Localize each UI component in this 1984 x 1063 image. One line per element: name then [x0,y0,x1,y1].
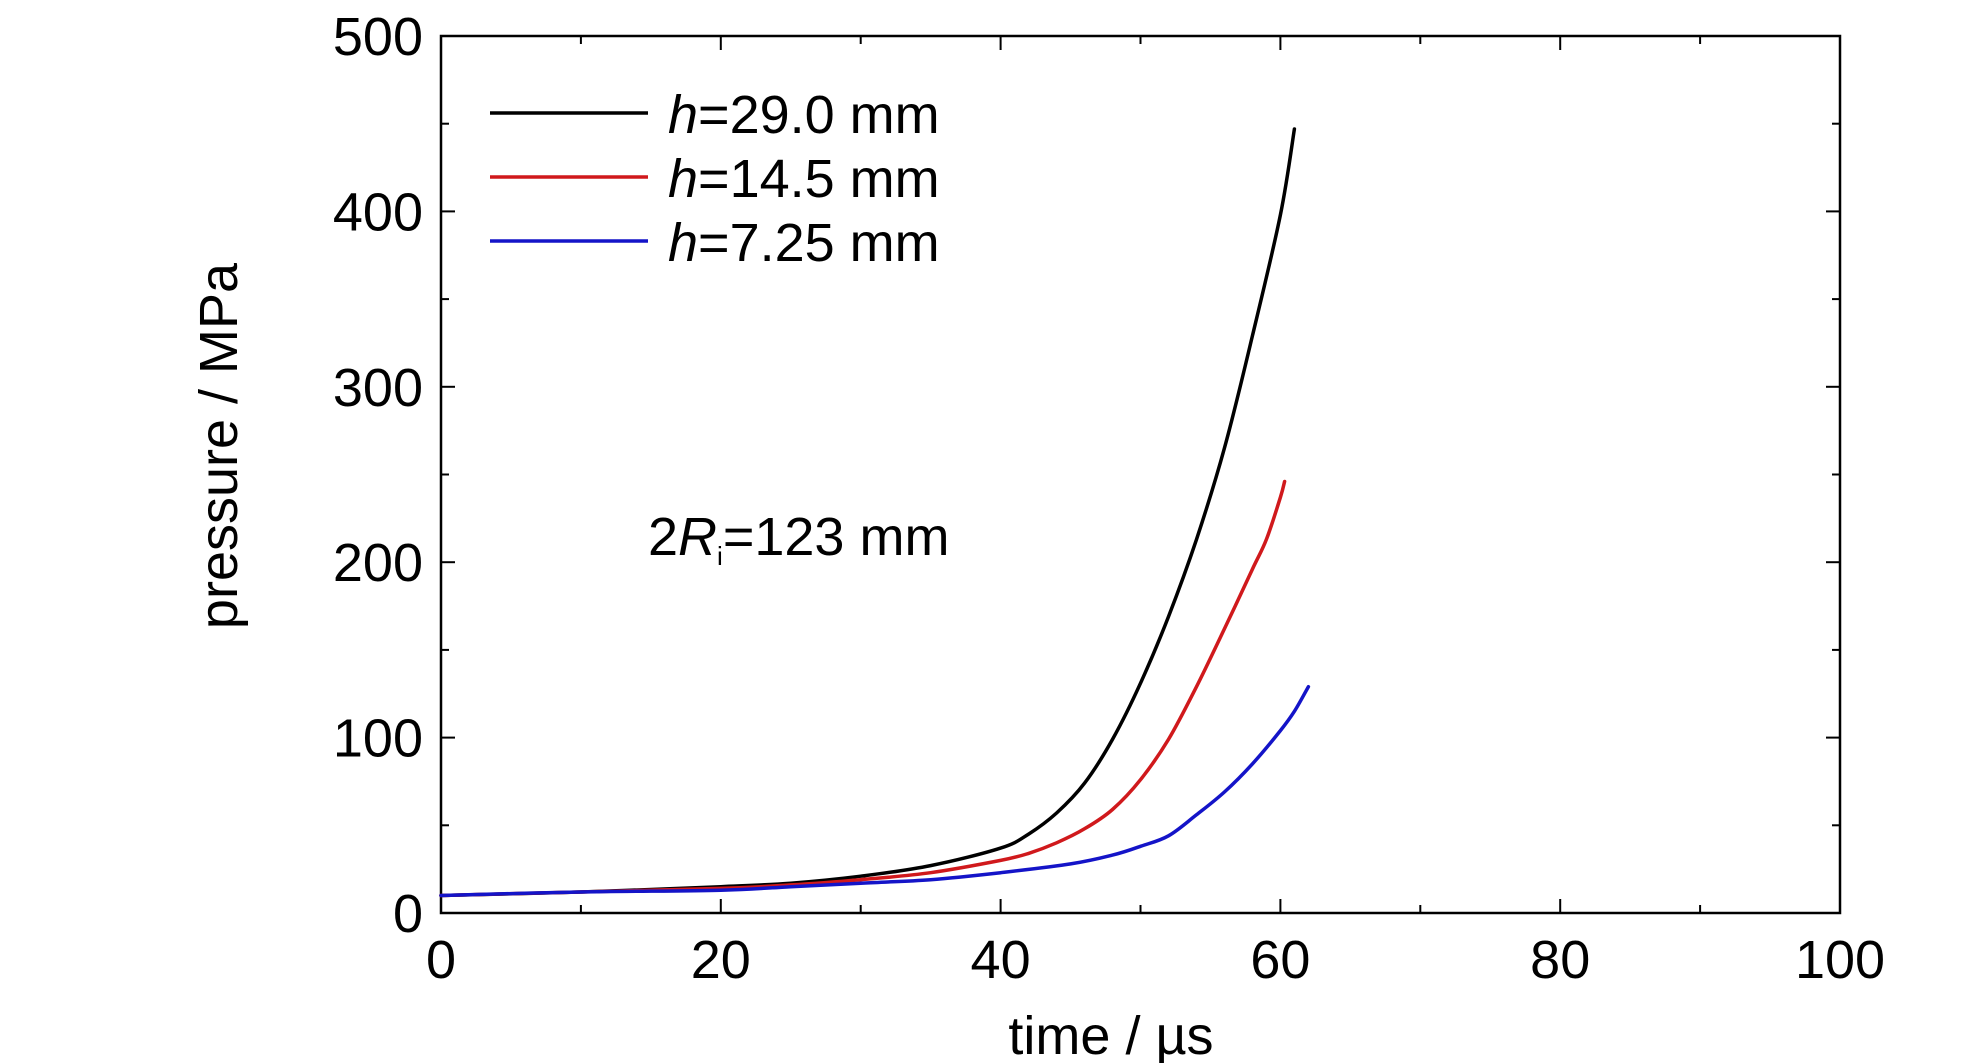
annotation-prefix: 2 [648,507,678,567]
legend-value: =29.0 mm [698,85,940,145]
x-tick-label: 100 [1795,930,1885,990]
axes: 0 20 40 60 80 100 0 100 200 300 400 500 [333,7,1885,990]
series-line-3 [439,684,1311,898]
legend-value: =7.25 mm [698,213,940,273]
legend-value: =14.5 mm [698,149,940,209]
legend-label-1: h=29.0 mm [668,85,940,145]
legend-label-2: h=14.5 mm [668,149,940,209]
legend-variable: h [668,149,698,209]
x-axis-title: time / µs [1008,1006,1213,1063]
y-tick-label: 200 [333,533,423,593]
legend-variable: h [668,213,698,273]
series-line-1 [439,127,1297,898]
y-tick-label: 500 [333,7,423,67]
y-axis-title: pressure / MPa [189,262,249,629]
x-tick-label: 20 [691,930,751,990]
y-tick-label: 300 [333,358,423,418]
x-tick-label: 80 [1530,930,1590,990]
series-line-2 [439,479,1287,898]
x-tick-label: 0 [426,930,456,990]
x-tick-label: 60 [1250,930,1310,990]
annotation-variable: R [678,507,717,567]
annotation-subscript: i [717,541,723,571]
y-tick-label: 0 [393,884,423,944]
annotation-value: =123 mm [723,507,950,567]
y-tick-label: 400 [333,182,423,242]
legend-variable: h [668,85,698,145]
legend: h=29.0 mmh=14.5 mmh=7.25 mm [490,85,940,273]
annotation-diameter: 2Ri=123 mm [648,507,949,571]
series-lines [439,127,1311,898]
legend-label-3: h=7.25 mm [668,213,940,273]
x-tick-label: 40 [971,930,1031,990]
y-tick-label: 100 [333,709,423,769]
